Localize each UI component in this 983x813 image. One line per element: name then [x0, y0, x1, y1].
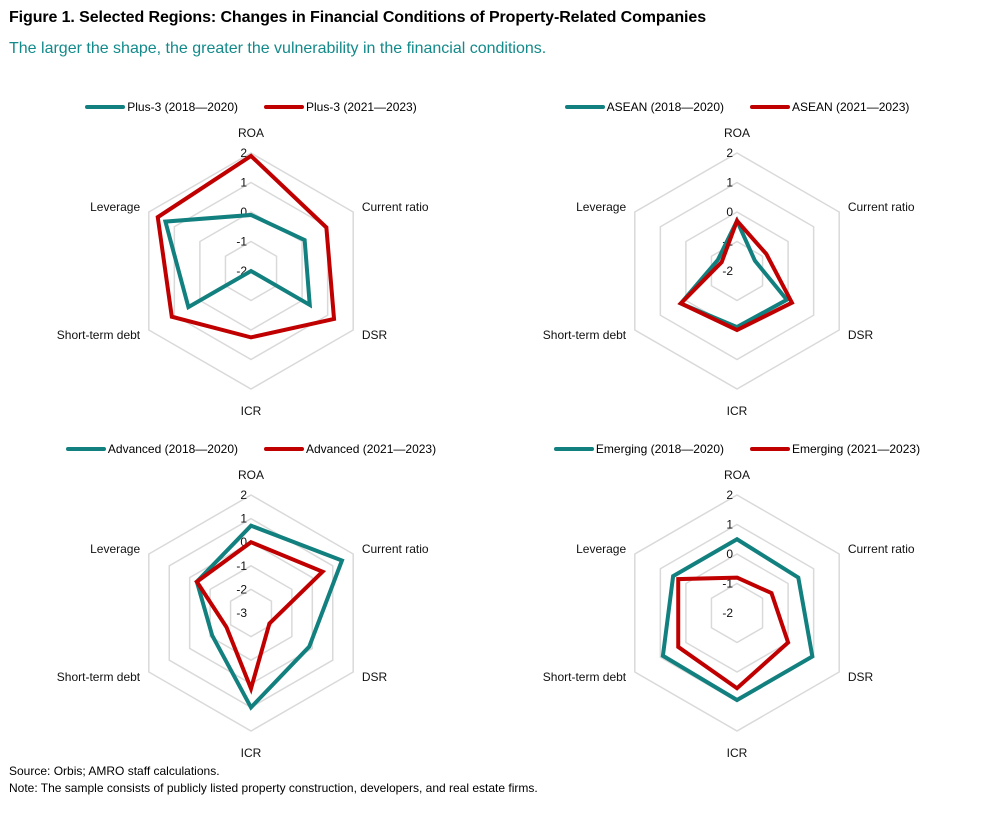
- axis-label: Current ratio: [362, 542, 429, 556]
- radar-panel-advanced: Advanced (2018—2020) Advanced (2021—2023…: [16, 438, 486, 768]
- axis-label: ROA: [238, 468, 264, 482]
- legend: Emerging (2018—2020) Emerging (2021—2023…: [502, 438, 972, 460]
- axis-label: Leverage: [90, 542, 140, 556]
- axis-label: Short-term debt: [543, 670, 627, 684]
- legend: ASEAN (2018—2020) ASEAN (2021—2023): [502, 96, 972, 118]
- tick-label: 2: [726, 146, 733, 160]
- tick-label: 1: [726, 518, 733, 532]
- axis-label: ICR: [727, 404, 748, 418]
- axis-label: ROA: [724, 126, 750, 140]
- tick-label: -2: [722, 264, 733, 278]
- sample-note: Note: The sample consists of publicly li…: [9, 781, 538, 795]
- radar-panel-asean: ASEAN (2018—2020) ASEAN (2021—2023) 2 1 0 -…: [502, 96, 972, 426]
- tick-label: 0: [726, 547, 733, 561]
- legend-item-late: ASEAN (2021—2023): [750, 100, 909, 114]
- tick-label: -2: [236, 264, 247, 278]
- tick-label: 1: [240, 176, 247, 190]
- tick-label: 1: [726, 176, 733, 190]
- axis-label: DSR: [362, 328, 388, 342]
- grid-ring: [710, 240, 764, 302]
- grid-ring: [685, 553, 789, 673]
- legend-label-late: Advanced (2021—2023): [306, 442, 437, 456]
- figure-title: Figure 1. Selected Regions: Changes in F…: [9, 9, 706, 26]
- axis-label: ICR: [727, 746, 748, 760]
- radar-chart-plus3: 2 1 0 -1 -2 ROA Current ratio DSR ICR Short-term …: [57, 126, 429, 418]
- legend-item-early: ASEAN (2018—2020): [564, 100, 724, 114]
- grid-ring: [199, 211, 303, 331]
- series-late-polygon: [677, 217, 795, 333]
- tick-label: -3: [236, 606, 247, 620]
- axis-label: Short-term debt: [543, 328, 627, 342]
- axis-label: DSR: [848, 328, 874, 342]
- axis-label: Current ratio: [848, 542, 915, 556]
- legend-item-early: Plus-3 (2018—2020): [85, 100, 238, 114]
- grid-ring: [229, 588, 273, 638]
- axis-label: Leverage: [576, 200, 626, 214]
- axis-label: Current ratio: [362, 200, 429, 214]
- grid-ring: [659, 523, 815, 703]
- legend-item-early: Advanced (2018—2020): [65, 442, 238, 456]
- radar-panel-emerging: Emerging (2018—2020) Emerging (2021—2023…: [502, 438, 972, 768]
- grid-ring: [209, 564, 293, 662]
- legend-label-early: ASEAN (2018—2020): [606, 100, 724, 114]
- tick-label: -1: [722, 577, 733, 591]
- legend-swatch-early: [564, 105, 605, 109]
- tick-label: 1: [240, 512, 247, 526]
- tick-label: -2: [722, 606, 733, 620]
- tick-label: -2: [236, 582, 247, 596]
- tick-label: 0: [726, 205, 733, 219]
- grid-ring: [634, 152, 840, 390]
- tick-label: -1: [236, 559, 247, 573]
- legend-label-early: Plus-3 (2018—2020): [127, 100, 238, 114]
- radar-chart-emerging: 2 1 0 -1 -2 ROA Current ratio DSR ICR Short-term …: [543, 468, 915, 760]
- tick-label: 2: [240, 488, 247, 502]
- legend-item-late: Plus-3 (2021—2023): [264, 100, 417, 114]
- legend-swatch-early: [553, 447, 594, 451]
- axis-label: ROA: [238, 126, 264, 140]
- legend-swatch-late: [264, 447, 304, 451]
- axis-label: ICR: [241, 404, 262, 418]
- radar-chart-advanced: 2 1 0 -1 -2 -3 ROA Current ratio DSR ICR Short-ter…: [57, 468, 429, 760]
- axis-label: Leverage: [90, 200, 140, 214]
- legend-item-late: Emerging (2021—2023): [750, 442, 920, 456]
- legend-label-early: Emerging (2018—2020): [595, 442, 724, 456]
- axis-label: ICR: [241, 746, 262, 760]
- radar-panel-plus3: Plus-3 (2018—2020) Plus-3 (2021—2023) 2 1…: [16, 96, 486, 426]
- axis-label: ROA: [724, 468, 750, 482]
- legend: Plus-3 (2018—2020) Plus-3 (2021—2023): [16, 96, 486, 118]
- tick-label: 0: [240, 535, 247, 549]
- axis-label: DSR: [848, 670, 874, 684]
- axis-label: DSR: [362, 670, 388, 684]
- tick-label: 2: [726, 488, 733, 502]
- legend-label-late: ASEAN (2021—2023): [792, 100, 910, 114]
- legend-item-late: Advanced (2021—2023): [264, 442, 436, 456]
- grid-ring: [659, 181, 815, 361]
- grid-ring: [224, 240, 278, 302]
- grid-ring: [148, 494, 354, 732]
- axis-label: Leverage: [576, 542, 626, 556]
- series-late-polygon: [676, 575, 791, 691]
- tick-label: 2: [240, 146, 247, 160]
- legend-swatch-early: [65, 447, 106, 451]
- source-note: Source: Orbis; AMRO staff calculations.: [9, 764, 220, 778]
- legend-item-early: Emerging (2018—2020): [553, 442, 724, 456]
- legend: Advanced (2018—2020) Advanced (2021—2023…: [16, 438, 486, 460]
- figure-subtitle: The larger the shape, the greater the vu…: [9, 40, 547, 57]
- legend-swatch-late: [750, 447, 790, 451]
- grid-ring: [710, 582, 764, 644]
- axis-label: Short-term debt: [57, 670, 141, 684]
- axis-label: Current ratio: [848, 200, 915, 214]
- grid-ring: [634, 494, 840, 732]
- tick-label: 0: [240, 205, 247, 219]
- tick-label: -1: [236, 235, 247, 249]
- axis-label: Short-term debt: [57, 328, 141, 342]
- legend-swatch-late: [750, 105, 790, 109]
- grid-ring: [148, 152, 354, 390]
- legend-label-late: Plus-3 (2021—2023): [306, 100, 417, 114]
- legend-swatch-late: [264, 105, 304, 109]
- legend-label-early: Advanced (2018—2020): [107, 442, 238, 456]
- legend-swatch-early: [85, 105, 126, 109]
- legend-label-late: Emerging (2021—2023): [792, 442, 921, 456]
